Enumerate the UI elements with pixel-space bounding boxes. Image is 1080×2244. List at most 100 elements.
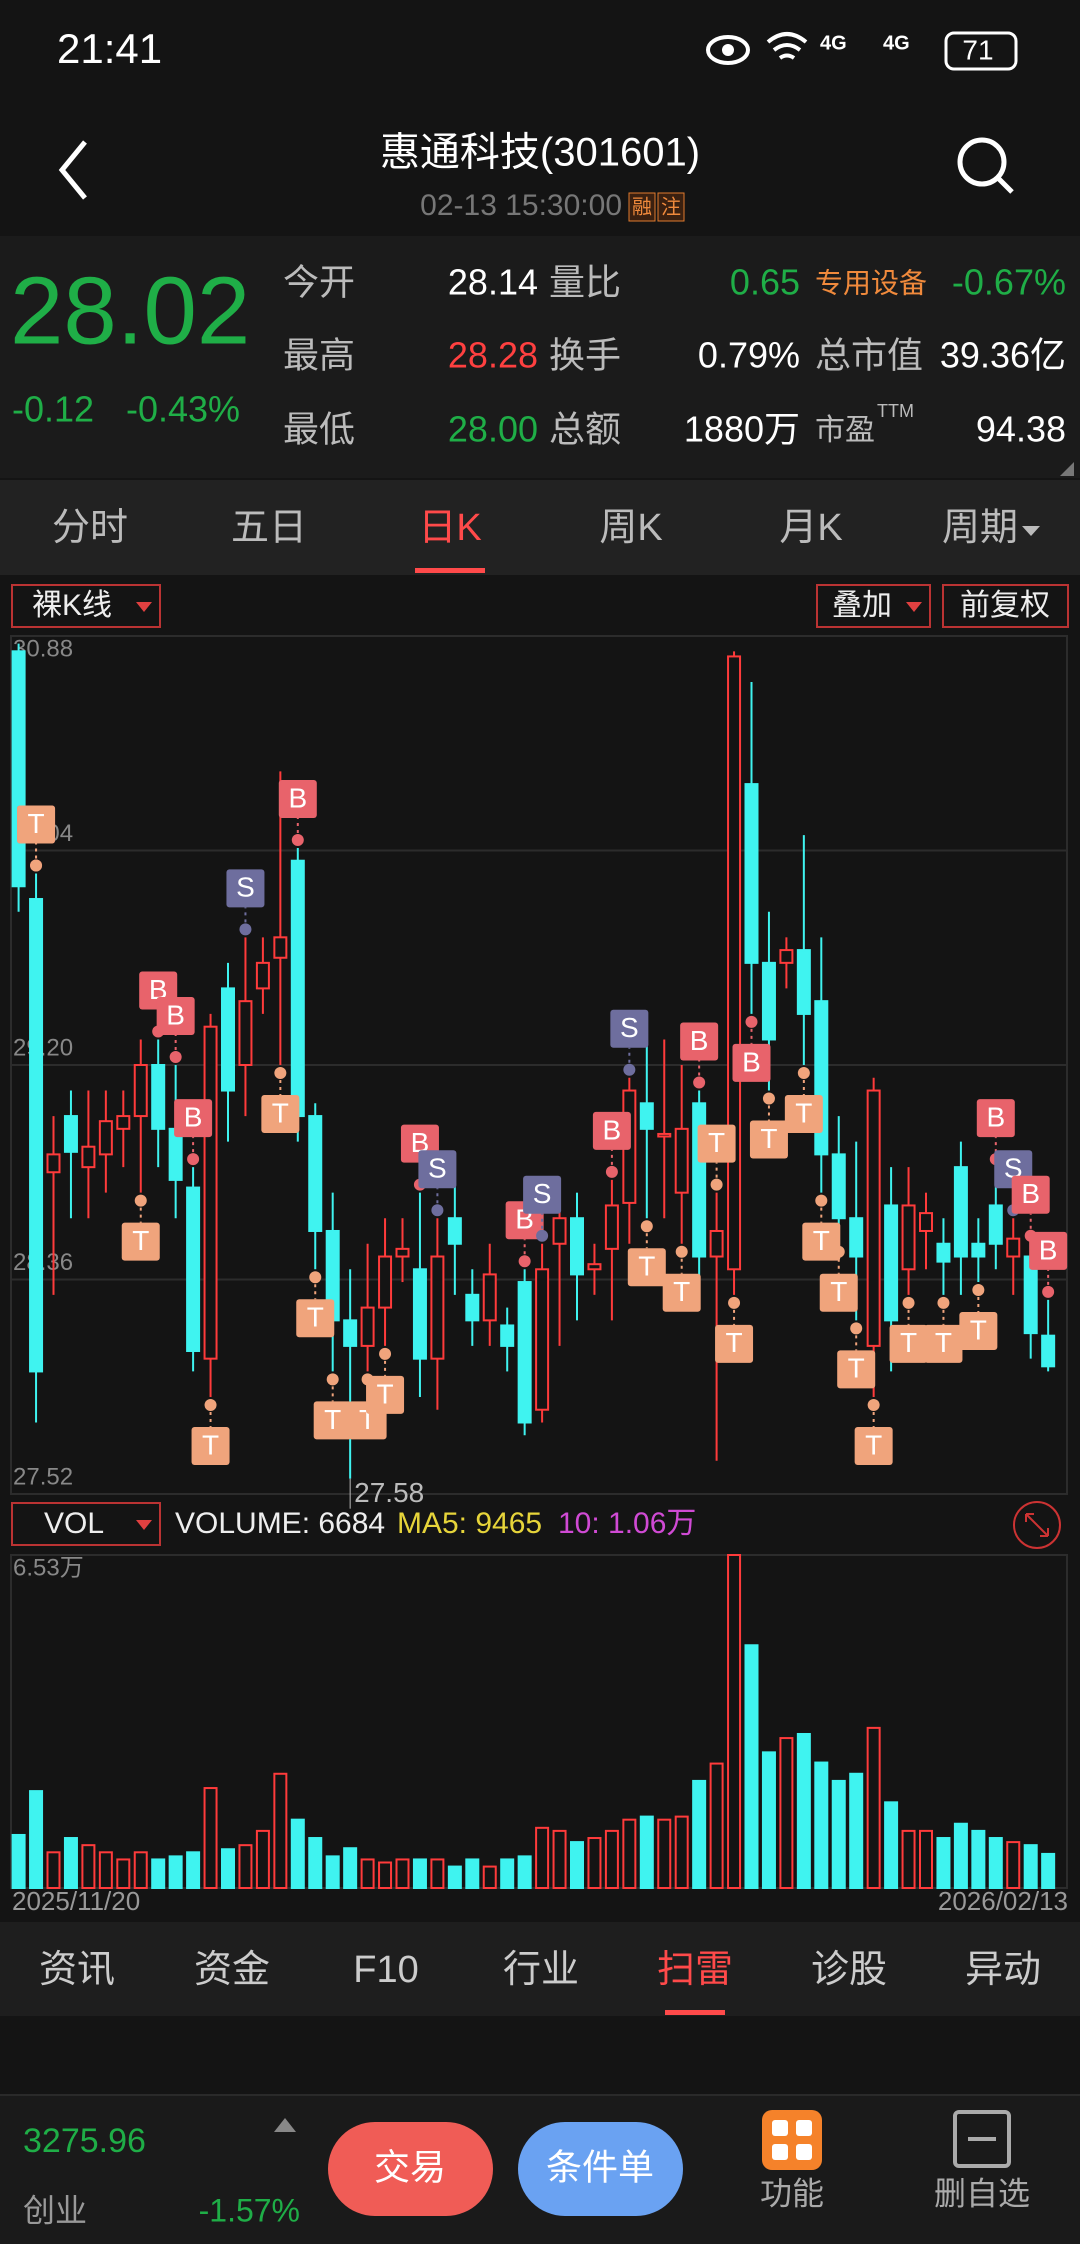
battery [944, 31, 1018, 71]
signal-dot [937, 1296, 950, 1309]
y-tick-label: 27.52 [13, 1463, 73, 1490]
signal-label: B [184, 1102, 203, 1133]
quote-value: 0.79% [698, 335, 800, 376]
volume-bar [570, 1841, 584, 1889]
signal-label: T [272, 1097, 289, 1128]
signal-label: B [690, 1025, 709, 1056]
info-tab: 扫雷 [657, 1949, 733, 1991]
kline-select-label: 裸K线 [32, 589, 112, 622]
info-tab-group: 资讯 资金 F10 行业 扫雷 诊股 异动 [39, 1949, 1041, 2015]
indicator-select[interactable] [11, 1502, 161, 1546]
signal-dot [850, 1322, 863, 1335]
volume-bar [639, 1815, 654, 1890]
signal-box [662, 1273, 701, 1312]
kline-select[interactable] [11, 584, 161, 628]
adjust-select[interactable] [942, 584, 1069, 628]
candle-body [133, 1064, 148, 1118]
volume-bar [133, 1851, 148, 1890]
signal-box [523, 1175, 562, 1214]
period-tabs [0, 480, 1080, 575]
candle-body [1006, 1237, 1021, 1258]
info-tabs [0, 1922, 1080, 2016]
condition-label: 条件单 [546, 2147, 654, 2188]
icon-cell [796, 2144, 812, 2160]
volume-value: VOLUME: 6684 [175, 1507, 385, 1540]
info-tab: 资讯 [39, 1949, 115, 1991]
condition-button[interactable] [518, 2122, 683, 2216]
functions-icon[interactable] [762, 2110, 822, 2170]
timestamp: 02-13 15:30:00 [420, 189, 622, 222]
signal-box [854, 1426, 893, 1465]
volume-bar [744, 1644, 759, 1889]
stock-title: 惠通科技(301601) [380, 131, 700, 175]
quote-label: 总额 [549, 409, 621, 450]
info-tab: 异动 [965, 1949, 1041, 1991]
candle-body [221, 987, 235, 1092]
signal-box [959, 1312, 998, 1351]
signal-box [784, 1095, 823, 1133]
volume-bar [988, 1837, 1003, 1890]
info-tab: F10 [353, 1949, 418, 1991]
signal-dot [710, 1178, 723, 1191]
candle-body [98, 1120, 113, 1156]
signal-label: S [428, 1153, 447, 1184]
signal-dot [239, 923, 252, 936]
signal-dot [431, 1204, 444, 1217]
volume-bar [1006, 1841, 1021, 1889]
indicator-label: VOL [44, 1507, 104, 1540]
expand-button[interactable] [1013, 1501, 1061, 1549]
signal-box [121, 1222, 160, 1261]
search-button[interactable] [957, 137, 1007, 187]
signal-label: T [202, 1429, 219, 1460]
candle-body [412, 1268, 427, 1360]
volume-bar [168, 1855, 183, 1889]
signal-box [313, 1401, 352, 1440]
signal-label: T [725, 1327, 742, 1358]
signal-dot [640, 1220, 653, 1233]
period-tab: 分时 [52, 507, 128, 549]
signal-label: T [324, 1404, 341, 1435]
volume-bar [447, 1865, 462, 1889]
candle-body [360, 1306, 375, 1347]
candle-body [971, 1242, 986, 1258]
info-tab: 资金 [194, 1949, 270, 1991]
dropdown-arrow [1022, 526, 1040, 536]
eye-icon [706, 35, 750, 65]
expand-arrow [274, 2118, 296, 2132]
signal-box [261, 1095, 300, 1133]
volume-bar [587, 1837, 602, 1890]
signal-dot [274, 1067, 287, 1079]
badge [657, 192, 685, 222]
signal-label: T [848, 1353, 865, 1384]
signal-box [715, 1324, 754, 1363]
signal-dot [30, 859, 43, 872]
volume-bar [971, 1829, 986, 1889]
candle-body [953, 1166, 968, 1258]
icon-cell [796, 2120, 812, 2136]
trade-button[interactable] [328, 2122, 493, 2216]
back-button[interactable] [58, 140, 87, 200]
candle-body [482, 1273, 497, 1322]
candle-body [849, 1217, 864, 1258]
signal-dot [326, 1373, 339, 1386]
remove-icon[interactable] [953, 2110, 1011, 2168]
overlay-select[interactable] [816, 584, 931, 628]
signal-box [627, 1248, 666, 1287]
signal-label: T [970, 1314, 987, 1345]
dropdown-arrow [136, 1520, 152, 1530]
network-label: 4G [883, 32, 910, 54]
volume-bar [482, 1865, 497, 1889]
index-change: -1.57% [199, 2192, 300, 2228]
candle-body [255, 961, 270, 990]
signal-box [1029, 1231, 1068, 1270]
volume-bar [796, 1732, 811, 1890]
candle-body [63, 1115, 78, 1153]
volume-bar [727, 1554, 742, 1889]
signal-dot [309, 1271, 322, 1284]
quote-label-sup: TTM [877, 401, 914, 421]
volume-bar [814, 1761, 829, 1889]
candle-body [884, 1204, 899, 1322]
quote-value: -0.67% [952, 262, 1066, 303]
signal-label: T [673, 1276, 690, 1307]
candle-body [709, 1229, 724, 1258]
